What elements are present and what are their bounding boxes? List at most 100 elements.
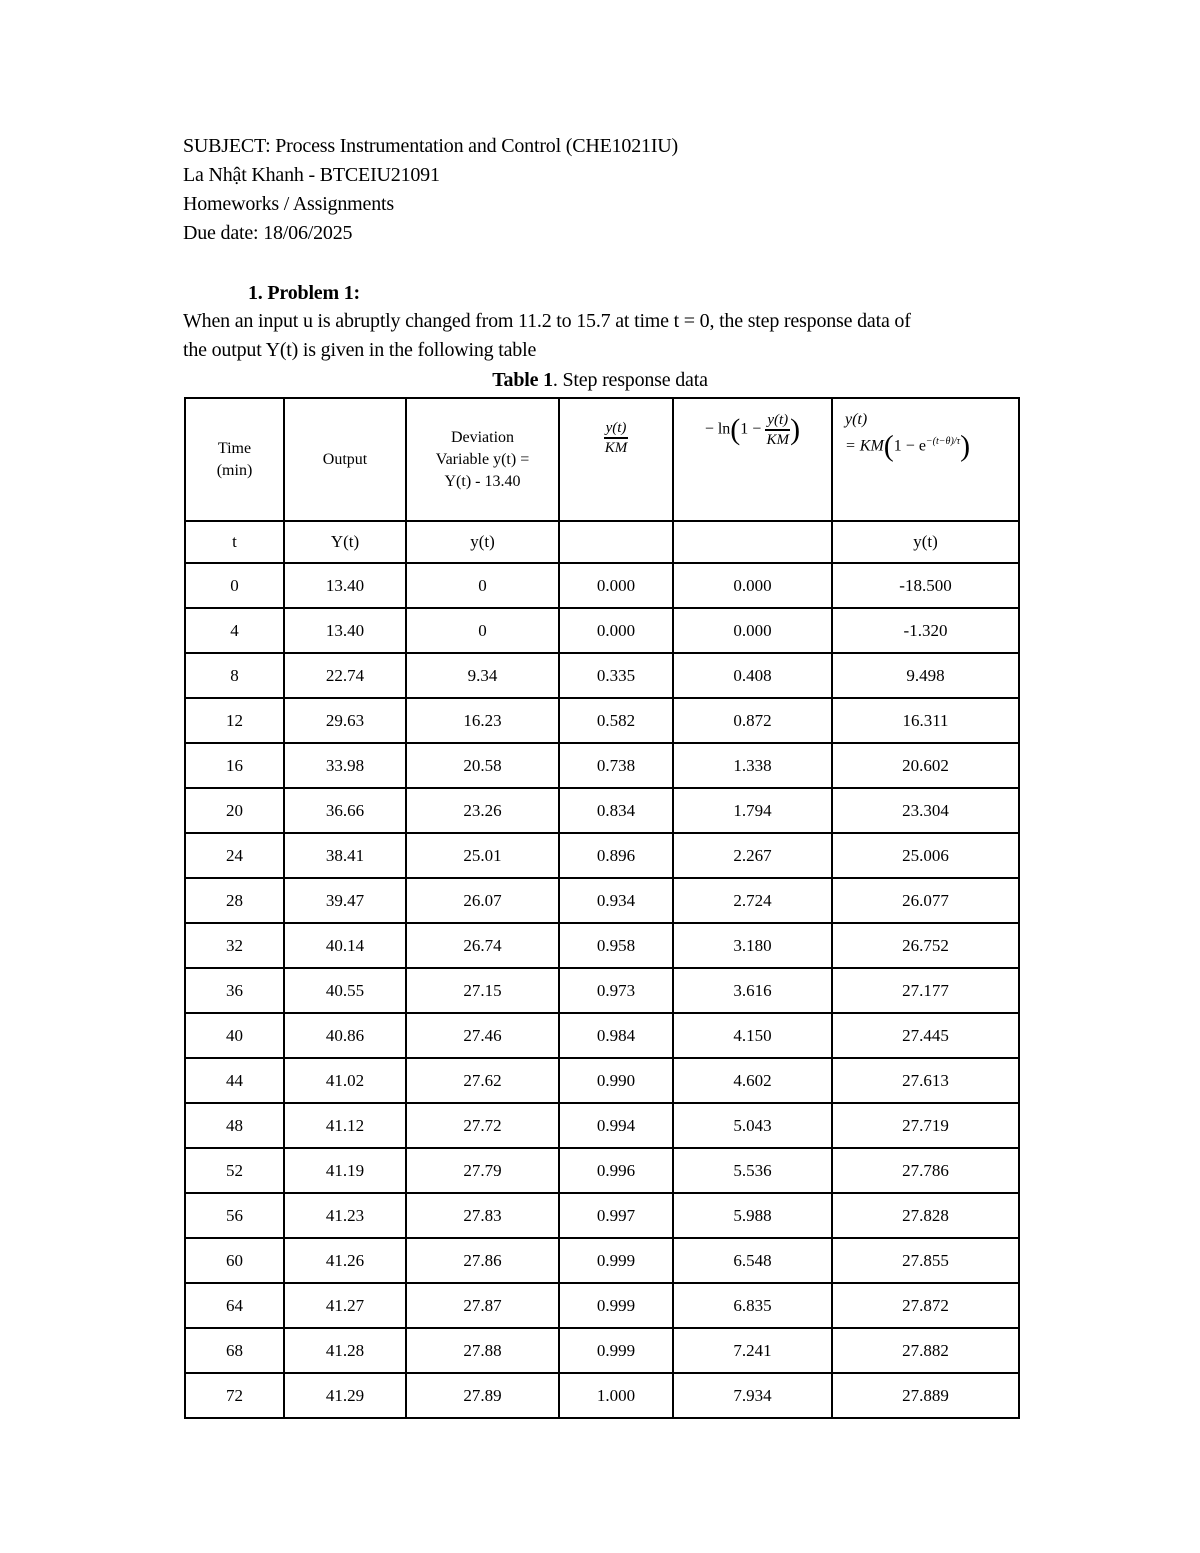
- table-row: 64 41.27 27.87 0.999 6.835 27.872: [184, 1282, 1020, 1329]
- cell-ratio: 0.999: [558, 1237, 674, 1284]
- cell-time: 24: [184, 832, 285, 879]
- cell-neg-ln: 3.180: [672, 922, 833, 969]
- cell-deviation: 20.58: [405, 742, 560, 789]
- cell-output: 40.55: [283, 967, 407, 1014]
- cell-model: 20.602: [831, 742, 1020, 789]
- cell-deviation: 27.87: [405, 1282, 560, 1329]
- table-row: 44 41.02 27.62 0.990 4.602 27.613: [184, 1057, 1020, 1104]
- cell-output: 41.28: [283, 1327, 407, 1374]
- cell-neg-ln: 4.602: [672, 1057, 833, 1104]
- cell-deviation: 27.86: [405, 1237, 560, 1284]
- subheader-time: t: [184, 520, 285, 564]
- cell-output: 41.23: [283, 1192, 407, 1239]
- cell-neg-ln: 0.000: [672, 607, 833, 654]
- cell-neg-ln: 1.338: [672, 742, 833, 789]
- cell-model: 27.786: [831, 1147, 1020, 1194]
- table-row: 8 22.74 9.34 0.335 0.408 9.498: [184, 652, 1020, 699]
- cell-neg-ln: 2.267: [672, 832, 833, 879]
- cell-deviation: 0: [405, 562, 560, 609]
- cell-model: 27.177: [831, 967, 1020, 1014]
- cell-output: 41.26: [283, 1237, 407, 1284]
- table-row: 60 41.26 27.86 0.999 6.548 27.855: [184, 1237, 1020, 1284]
- cell-ratio: 0.934: [558, 877, 674, 924]
- cell-deviation: 27.88: [405, 1327, 560, 1374]
- cell-output: 33.98: [283, 742, 407, 789]
- cell-neg-ln: 0.408: [672, 652, 833, 699]
- cell-deviation: 16.23: [405, 697, 560, 744]
- cell-ratio: 0.973: [558, 967, 674, 1014]
- cell-ratio: 0.994: [558, 1102, 674, 1149]
- due-date-line: Due date: 18/06/2025: [183, 222, 353, 244]
- cell-output: 41.27: [283, 1282, 407, 1329]
- cell-deviation: 27.79: [405, 1147, 560, 1194]
- cell-deviation: 27.83: [405, 1192, 560, 1239]
- cell-ratio: 0.000: [558, 562, 674, 609]
- cell-ratio: 0.996: [558, 1147, 674, 1194]
- cell-deviation: 26.74: [405, 922, 560, 969]
- cell-time: 8: [184, 652, 285, 699]
- caption-label: Table 1: [492, 369, 553, 391]
- cell-time: 28: [184, 877, 285, 924]
- cell-time: 36: [184, 967, 285, 1014]
- subheader-deviation: y(t): [405, 520, 560, 564]
- cell-ratio: 0.990: [558, 1057, 674, 1104]
- cell-neg-ln: 5.988: [672, 1192, 833, 1239]
- cell-model: 27.882: [831, 1327, 1020, 1374]
- cell-ratio: 0.335: [558, 652, 674, 699]
- table-row: 32 40.14 26.74 0.958 3.180 26.752: [184, 922, 1020, 969]
- cell-time: 44: [184, 1057, 285, 1104]
- table-row: 0 13.40 0 0.000 0.000 -18.500: [184, 562, 1020, 609]
- table-row: 52 41.19 27.79 0.996 5.536 27.786: [184, 1147, 1020, 1194]
- table-row: 28 39.47 26.07 0.934 2.724 26.077: [184, 877, 1020, 924]
- table-row: 36 40.55 27.15 0.973 3.616 27.177: [184, 967, 1020, 1014]
- header-output: Output: [283, 397, 407, 522]
- table-row: 24 38.41 25.01 0.896 2.267 25.006: [184, 832, 1020, 879]
- cell-model: 27.613: [831, 1057, 1020, 1104]
- table-row: 4 13.40 0 0.000 0.000 -1.320: [184, 607, 1020, 654]
- subheader-row: t Y(t) y(t) y(t): [184, 520, 1020, 564]
- cell-output: 41.02: [283, 1057, 407, 1104]
- cell-time: 64: [184, 1282, 285, 1329]
- cell-time: 40: [184, 1012, 285, 1059]
- table-caption: Table 1. Step response data: [0, 369, 1200, 392]
- cell-output: 13.40: [283, 607, 407, 654]
- cell-time: 20: [184, 787, 285, 834]
- cell-ratio: 1.000: [558, 1372, 674, 1419]
- cell-neg-ln: 4.150: [672, 1012, 833, 1059]
- cell-model: -1.320: [831, 607, 1020, 654]
- header-model: y(t) = KM(1 − e−(t−θ)/τ): [831, 397, 1020, 522]
- cell-time: 56: [184, 1192, 285, 1239]
- cell-deviation: 26.07: [405, 877, 560, 924]
- student-line: La Nhật Khanh - BTCEIU21091: [183, 164, 440, 186]
- cell-ratio: 0.834: [558, 787, 674, 834]
- subheader-output: Y(t): [283, 520, 407, 564]
- table-row: 20 36.66 23.26 0.834 1.794 23.304: [184, 787, 1020, 834]
- cell-neg-ln: 0.872: [672, 697, 833, 744]
- header-time: Time (min): [184, 397, 285, 522]
- cell-model: 26.752: [831, 922, 1020, 969]
- cell-neg-ln: 6.548: [672, 1237, 833, 1284]
- cell-model: 27.719: [831, 1102, 1020, 1149]
- cell-model: 27.828: [831, 1192, 1020, 1239]
- cell-neg-ln: 6.835: [672, 1282, 833, 1329]
- cell-time: 4: [184, 607, 285, 654]
- table-row: 72 41.29 27.89 1.000 7.934 27.889: [184, 1372, 1020, 1419]
- cell-ratio: 0.984: [558, 1012, 674, 1059]
- cell-ratio: 0.000: [558, 607, 674, 654]
- cell-ratio: 0.999: [558, 1282, 674, 1329]
- cell-ratio: 0.999: [558, 1327, 674, 1374]
- cell-neg-ln: 7.241: [672, 1327, 833, 1374]
- cell-output: 39.47: [283, 877, 407, 924]
- problem-text-line2: the output Y(t) is given in the followin…: [183, 339, 537, 361]
- cell-time: 32: [184, 922, 285, 969]
- cell-model: 27.872: [831, 1282, 1020, 1329]
- cell-output: 40.14: [283, 922, 407, 969]
- cell-deviation: 9.34: [405, 652, 560, 699]
- cell-time: 48: [184, 1102, 285, 1149]
- cell-model: 16.311: [831, 697, 1020, 744]
- cell-neg-ln: 5.043: [672, 1102, 833, 1149]
- category-line: Homeworks / Assignments: [183, 193, 394, 215]
- cell-neg-ln: 5.536: [672, 1147, 833, 1194]
- cell-model: 23.304: [831, 787, 1020, 834]
- cell-model: 25.006: [831, 832, 1020, 879]
